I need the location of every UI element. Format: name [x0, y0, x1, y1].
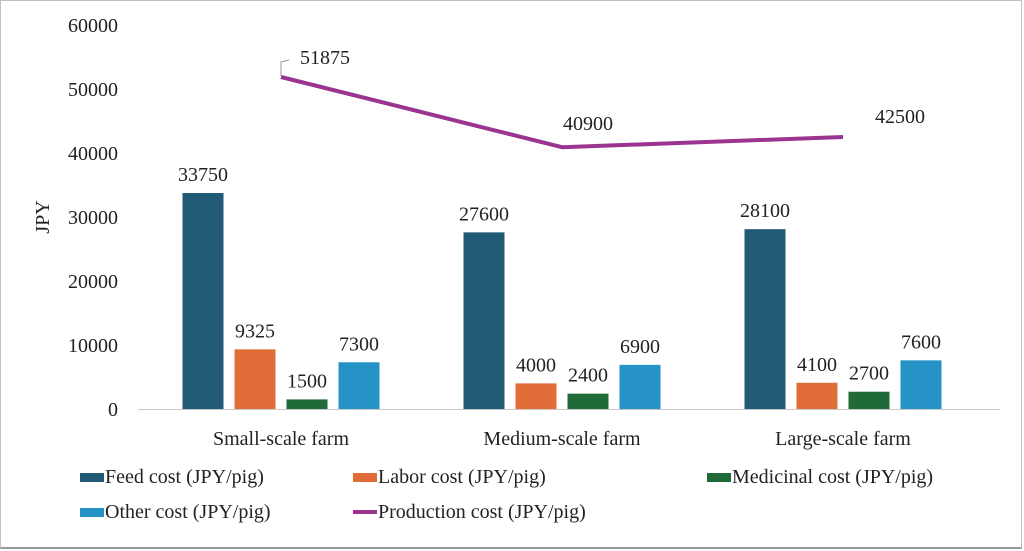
legend-item: Feed cost (JPY/pig): [80, 466, 264, 488]
y-tick-label: 50000: [68, 79, 118, 101]
legend-swatch: [353, 473, 377, 482]
y-tick-label: 60000: [68, 15, 118, 37]
data-label: 6900: [620, 336, 660, 358]
bar: [796, 382, 838, 409]
legend-swatch: [707, 473, 731, 482]
legend-label: Labor cost (JPY/pig): [378, 466, 546, 488]
line-series: [280, 75, 844, 150]
data-label: 4000: [516, 354, 556, 376]
legend-label: Feed cost (JPY/pig): [105, 466, 264, 488]
data-label: 7600: [901, 331, 941, 353]
legend-item: Medicinal cost (JPY/pig): [707, 466, 933, 488]
legend-swatch: [80, 508, 104, 517]
legend-item: Other cost (JPY/pig): [80, 501, 271, 523]
bar: [567, 393, 609, 409]
bar: [182, 193, 224, 409]
data-label: 42500: [875, 106, 925, 128]
data-label: 27600: [459, 203, 509, 225]
bar: [744, 229, 786, 409]
bar: [286, 399, 328, 409]
x-tick-label: Small-scale farm: [213, 428, 349, 450]
bar: [848, 391, 890, 409]
y-tick-label: 10000: [68, 335, 118, 357]
legend-item: Production cost (JPY/pig): [353, 501, 586, 523]
data-label: 33750: [178, 164, 228, 186]
legend-label: Production cost (JPY/pig): [378, 501, 586, 523]
data-label: 51875: [300, 47, 350, 69]
legend-label: Medicinal cost (JPY/pig): [732, 466, 933, 488]
bar: [515, 383, 557, 409]
legend: Feed cost (JPY/pig) Labor cost (JPY/pig) M…: [80, 466, 933, 523]
y-tick-label: 0: [108, 399, 118, 421]
leader-line: [280, 59, 290, 76]
bar: [619, 364, 661, 409]
data-label: 4100: [797, 354, 837, 376]
y-axis-title: JPY: [32, 200, 54, 233]
data-label: 7300: [339, 333, 379, 355]
legend-swatch: [80, 473, 104, 482]
production-cost-line: 51875 40900 42500: [280, 47, 925, 150]
bars: 33750 9325 1500 7300 27600 4000 2400 6900 28100 4…: [178, 164, 942, 409]
y-tick-label: 40000: [68, 143, 118, 165]
x-tick-label: Large-scale farm: [775, 428, 911, 450]
data-label: 1500: [287, 370, 327, 392]
data-label: 2700: [849, 363, 889, 385]
legend-item: Labor cost (JPY/pig): [353, 466, 546, 488]
category-labels: Small-scale farm Medium-scale farm Large-s…: [213, 428, 911, 450]
bar: [900, 360, 942, 409]
x-tick-label: Medium-scale farm: [483, 428, 641, 450]
bar: [338, 362, 380, 409]
bar: [463, 232, 505, 409]
y-axis-ticks: 0 10000 20000 30000 40000 50000 60000: [68, 15, 118, 421]
y-tick-label: 30000: [68, 207, 118, 229]
data-label: 2400: [568, 365, 608, 387]
bar: [234, 349, 276, 409]
legend-label: Other cost (JPY/pig): [105, 501, 271, 523]
y-tick-label: 20000: [68, 271, 118, 293]
data-label: 40900: [563, 113, 613, 135]
data-label: 9325: [235, 320, 275, 342]
data-label: 28100: [740, 200, 790, 222]
